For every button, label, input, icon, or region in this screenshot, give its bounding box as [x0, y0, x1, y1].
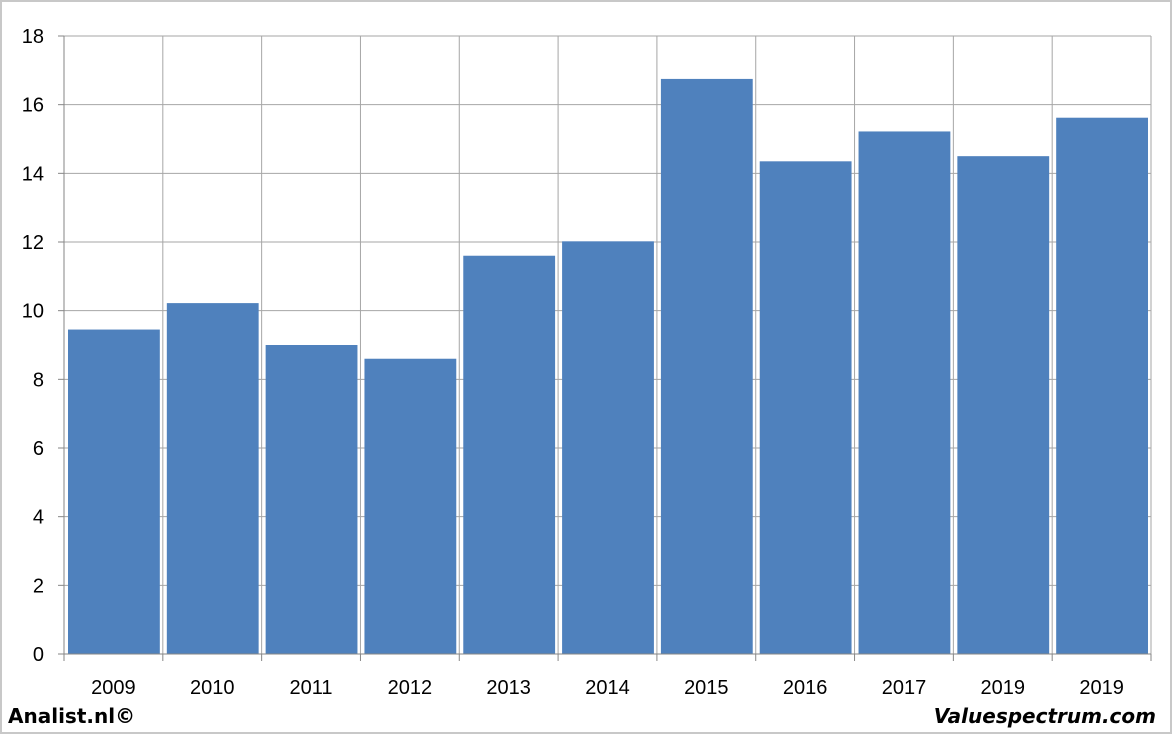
bar-2014 — [562, 241, 654, 654]
axes — [58, 35, 1152, 661]
bar-2013 — [463, 255, 556, 654]
y-tick-label: 0 — [33, 644, 44, 666]
source-credit-left: Analist.nl© — [8, 704, 136, 728]
bar-series — [68, 78, 1148, 655]
x-tick-label: 2012 — [388, 677, 433, 699]
x-tick-label: 2019 — [981, 677, 1026, 699]
x-tick-label: 2011 — [290, 677, 333, 699]
x-tick-label: 2017 — [882, 677, 927, 699]
y-tick-label: 14 — [22, 163, 44, 185]
bar-2009 — [68, 329, 160, 654]
y-tick-label: 4 — [33, 507, 44, 529]
bar-2012 — [364, 358, 457, 654]
bar-2019 — [957, 156, 1050, 654]
x-tick-label: 2016 — [783, 677, 828, 699]
bar-2016 — [759, 161, 852, 655]
source-credit-right: Valuespectrum.com — [933, 704, 1156, 728]
x-tick-label: 2010 — [190, 677, 235, 699]
x-tick-label: 2009 — [91, 677, 136, 699]
y-tick-label: 6 — [33, 438, 44, 460]
y-tick-labels: 0 2 4 6 8 10 12 14 16 18 — [22, 26, 44, 666]
x-tick-label: 2019 — [1079, 677, 1124, 699]
x-tick-label: 2015 — [684, 677, 729, 699]
x-tick-labels: 2009 2010 2011 2012 2013 2014 2015 2016 2017 2019… — [91, 677, 1124, 699]
bar-2011 — [265, 345, 358, 654]
y-tick-label: 18 — [22, 26, 44, 48]
bar-2017 — [858, 131, 951, 655]
y-tick-label: 12 — [22, 232, 44, 254]
bar-2019-b — [1056, 117, 1148, 655]
y-tick-label: 8 — [33, 369, 44, 391]
bar-2010 — [166, 303, 259, 654]
x-tick-label: 2014 — [585, 677, 630, 699]
y-tick-label: 10 — [22, 301, 44, 323]
y-tick-label: 2 — [33, 575, 44, 597]
bar-2015 — [660, 78, 753, 654]
y-tick-label: 16 — [22, 95, 44, 117]
x-tick-label: 2013 — [486, 677, 531, 699]
